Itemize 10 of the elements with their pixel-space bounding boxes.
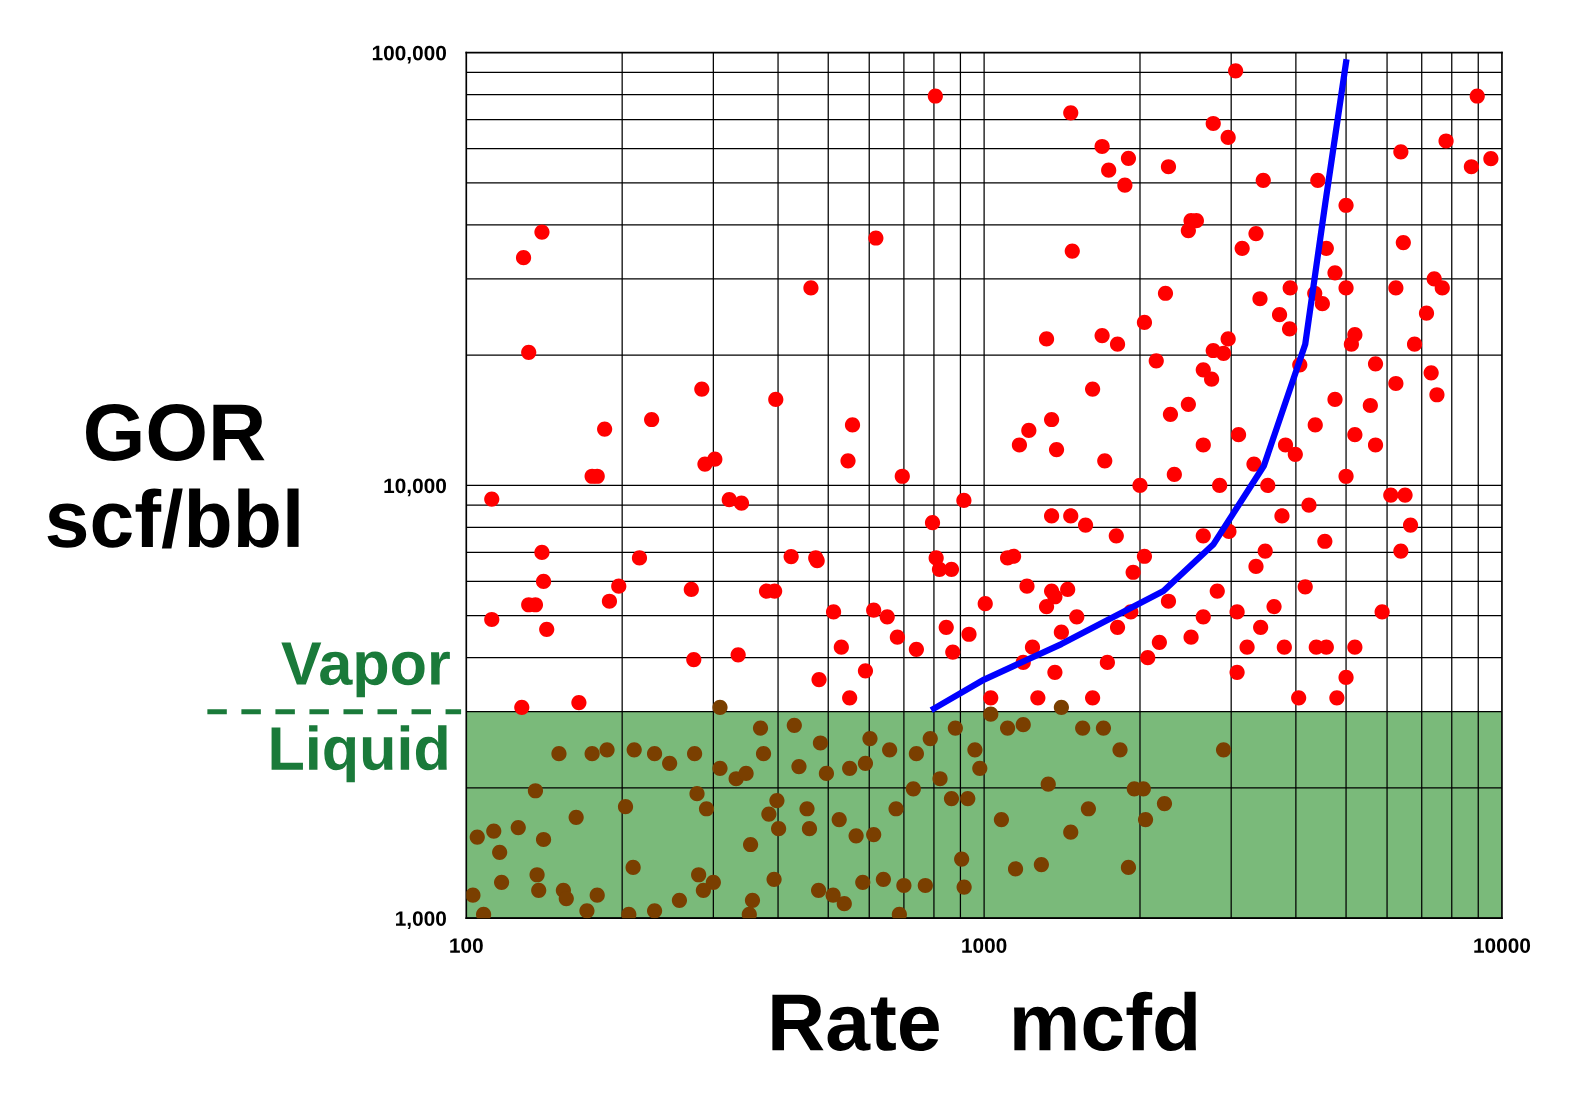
x-tick-label: 10000 (1474, 938, 1531, 953)
x-tick-label: 1000 (962, 938, 1007, 953)
y-tick-label: 1,000 (396, 911, 446, 929)
y-tick-label: 10,000 (384, 478, 446, 497)
text: Vapor (281, 642, 450, 698)
y-axis-title: GOR scf/bbl (47, 403, 299, 549)
text: Liquid (271, 725, 447, 783)
y-tick-label: 100,000 (372, 45, 446, 64)
x-tick-label: 100 (450, 938, 483, 953)
x-axis-title: Rate mcfd (772, 991, 1196, 1051)
